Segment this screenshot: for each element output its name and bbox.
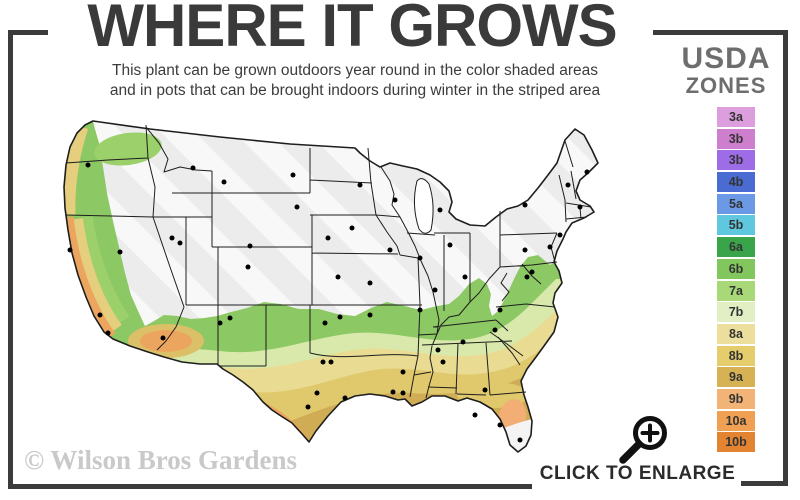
frame-border-left <box>8 30 13 489</box>
zone-swatch-8a-10: 8a <box>717 323 755 344</box>
south-florida-tip-patch <box>501 419 532 452</box>
frame-border-bottom-left <box>8 484 532 489</box>
zone-swatch-4b-3: 4b <box>717 172 755 193</box>
zone-swatch-3b-1: 3b <box>717 128 755 149</box>
zone-swatch-5b-5: 5b <box>717 215 755 236</box>
legend-title: USDA ZONES <box>670 42 782 98</box>
frame-border-top-left <box>8 30 48 35</box>
diagonal-stripes-overlay <box>93 121 598 326</box>
zone-swatch-3a-0: 3a <box>717 107 755 127</box>
frame-border-bottom-right <box>741 481 788 486</box>
subtitle-line-1: This plant can be grown outdoors year ro… <box>112 62 598 79</box>
central-valley-tan-strip <box>69 218 122 334</box>
zone-swatch-10b-15: 10b <box>717 432 755 453</box>
zone-swatch-9b-13: 9b <box>717 388 755 409</box>
zone-swatch-8b-11: 8b <box>717 345 755 366</box>
zone-swatch-6a-6: 6a <box>717 237 755 258</box>
zone-shading <box>64 121 598 452</box>
inland-northwest-green-patch <box>94 132 162 166</box>
usda-zone-map[interactable] <box>60 105 680 485</box>
subtitle-line-2: and in pots that can be brought indoors … <box>109 82 601 100</box>
zone-swatch-7a-8: 7a <box>717 280 755 301</box>
usda-zone-legend: 3a 3b 3b 4b 5a 5b 6a 6b 7a 7b 8a 8b 9a 9b 10a 10b <box>717 107 755 454</box>
sierra-green-strip <box>79 215 130 324</box>
zone-swatch-3b-2: 3b <box>717 150 755 171</box>
legend-title-zones: ZONES <box>685 73 767 98</box>
magnifier-zoom-icon[interactable] <box>602 406 692 468</box>
lake-michigan <box>413 178 434 234</box>
city-dots <box>67 162 590 443</box>
subtitle: This plant can be grown outdoors year ro… <box>40 61 670 101</box>
us-outline <box>63 120 599 453</box>
zone-swatch-9a-12: 9a <box>717 367 755 388</box>
page-title: WHERE IT GROWS <box>87 0 617 59</box>
zone-swatch-7b-9: 7b <box>717 302 755 323</box>
zone-swatch-10a-14: 10a <box>717 410 755 431</box>
frame-border-right <box>783 30 788 486</box>
zone-swatch-6b-7: 6b <box>717 258 755 279</box>
zone-swatch-5a-4: 5a <box>717 193 755 214</box>
watermark: © Wilson Bros Gardens <box>24 445 297 475</box>
frame-border-top-right <box>653 30 788 35</box>
pacific-northwest-coast-strip <box>64 124 89 216</box>
legend-title-usda: USDA <box>681 42 771 75</box>
click-to-enlarge-button[interactable]: CLICK TO ENLARGE <box>539 463 736 484</box>
